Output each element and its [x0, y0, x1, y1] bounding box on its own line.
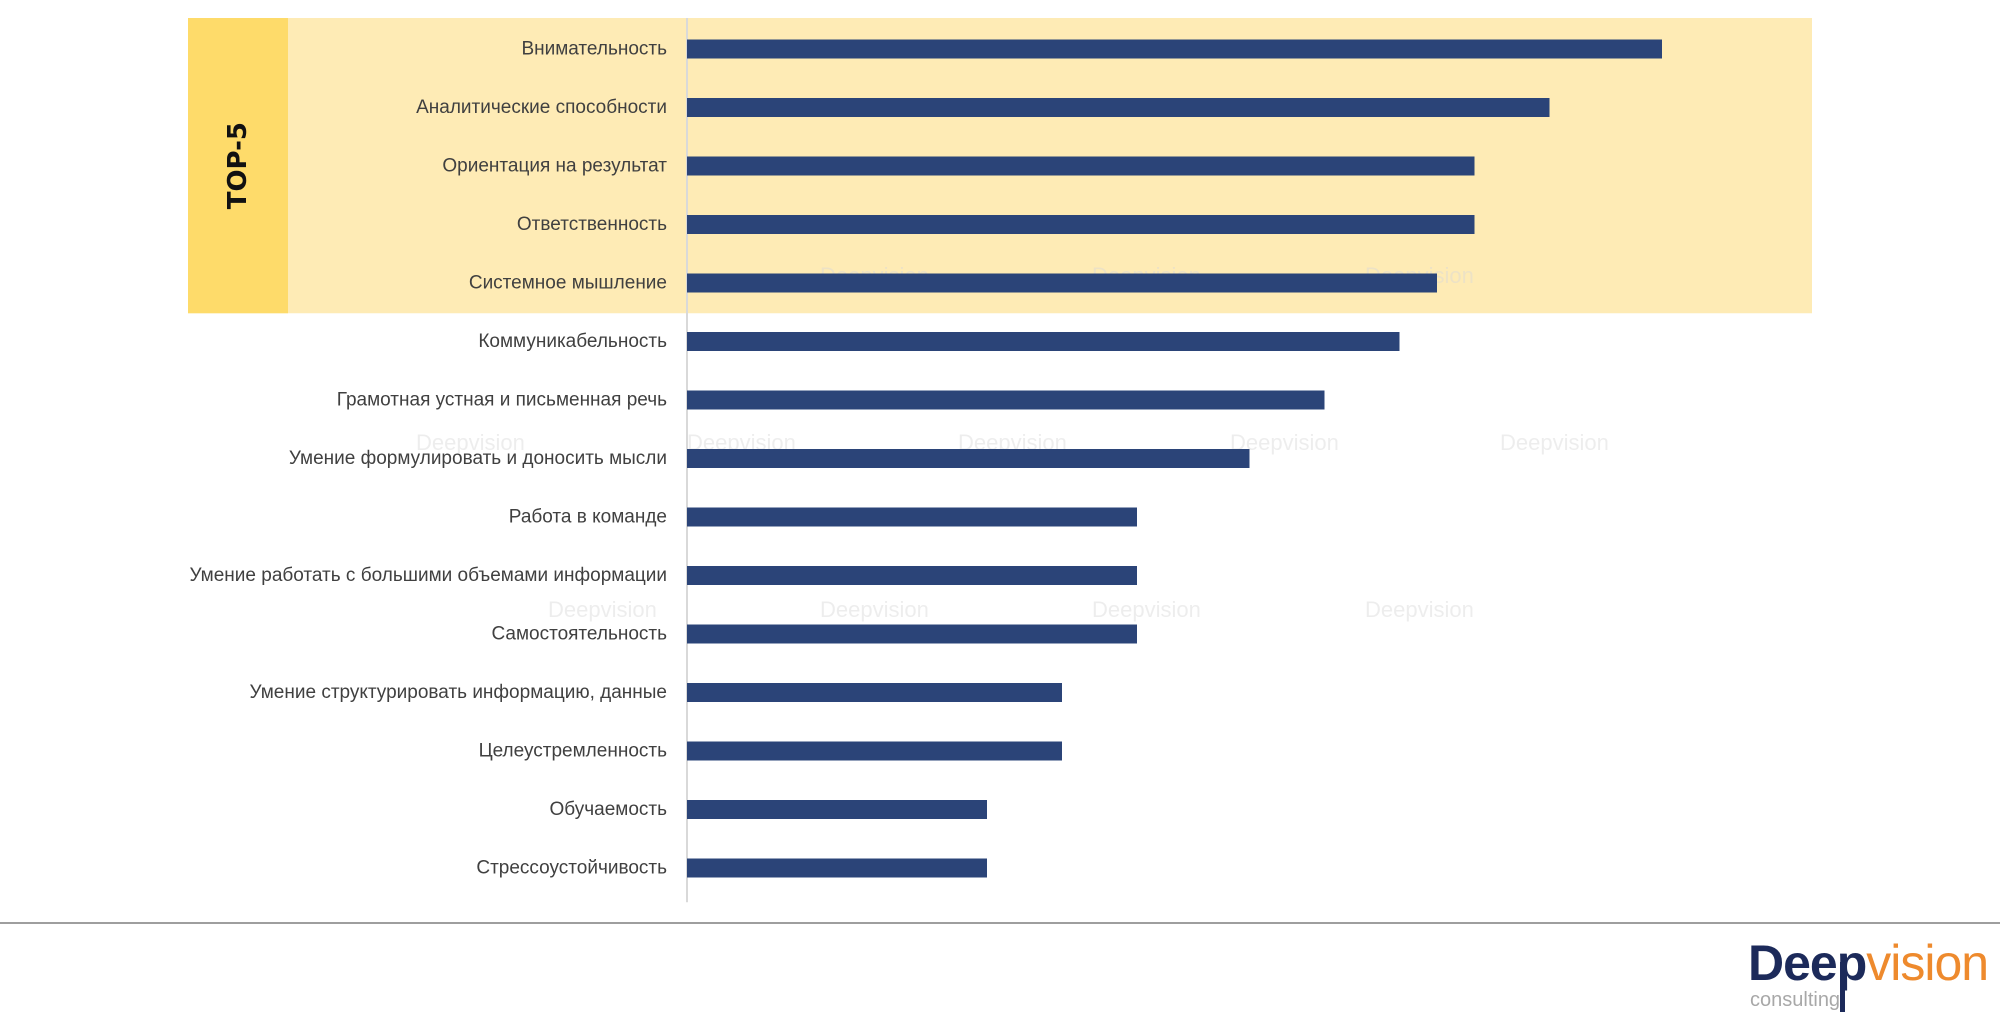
top5-label: TOP-5: [223, 122, 253, 209]
bar: [687, 683, 1062, 702]
bar: [687, 507, 1137, 527]
category-label: Обучаемость: [549, 799, 667, 820]
watermark-text: Deepvision: [820, 597, 929, 622]
deepvision-logo: Deepvision consulting: [1748, 935, 1989, 1013]
category-labels: Внимательность Аналитические способности О…: [189, 39, 667, 879]
category-label: Самостоятельность: [491, 624, 667, 645]
category-label: Грамотная устная и письменная речь: [337, 390, 667, 411]
bar: [687, 39, 1662, 59]
bar: [687, 741, 1062, 761]
bar: [687, 449, 1250, 468]
bar: [687, 624, 1137, 644]
watermark-text: Deepvision: [416, 430, 525, 455]
logo-wordmark: Deepvision: [1748, 935, 1989, 991]
bar: [687, 98, 1550, 117]
bar: [687, 332, 1400, 351]
bars: [687, 39, 1662, 878]
logo-subtitle: consulting: [1750, 989, 1841, 1011]
bar: [687, 156, 1475, 176]
category-label: Целеустремленность: [479, 741, 668, 762]
category-label: Внимательность: [521, 39, 667, 60]
watermark-text: Deepvision: [1500, 430, 1609, 455]
category-label: Умение формулировать и доносить мысли: [289, 448, 667, 469]
watermark-text: Deepvision: [548, 597, 657, 622]
category-label: Ответственность: [517, 214, 667, 235]
category-label: Умение работать с большими объемами инфо…: [189, 565, 667, 586]
logo-descender: [1840, 962, 1845, 1012]
bar: [687, 800, 987, 819]
bar: [687, 273, 1437, 293]
watermark-text: Deepvision: [1365, 597, 1474, 622]
bar: [687, 858, 987, 878]
top5-tab: [188, 18, 288, 314]
logo-deep: Deep: [1748, 935, 1867, 991]
category-label: Коммуникабельность: [478, 331, 667, 352]
logo-vision: vision: [1866, 935, 1989, 991]
category-label: Ориентация на результат: [442, 156, 667, 177]
bar: [687, 390, 1325, 410]
bar: [687, 566, 1137, 585]
category-label: Умение структурировать информацию, данны…: [250, 682, 667, 703]
category-label: Стрессоустойчивость: [476, 858, 667, 879]
category-label: Работа в команде: [509, 507, 667, 528]
watermark-text: Deepvision: [1092, 597, 1201, 622]
category-label: Системное мышление: [469, 273, 667, 294]
bar: [687, 215, 1475, 234]
category-label: Аналитические способности: [416, 97, 667, 118]
